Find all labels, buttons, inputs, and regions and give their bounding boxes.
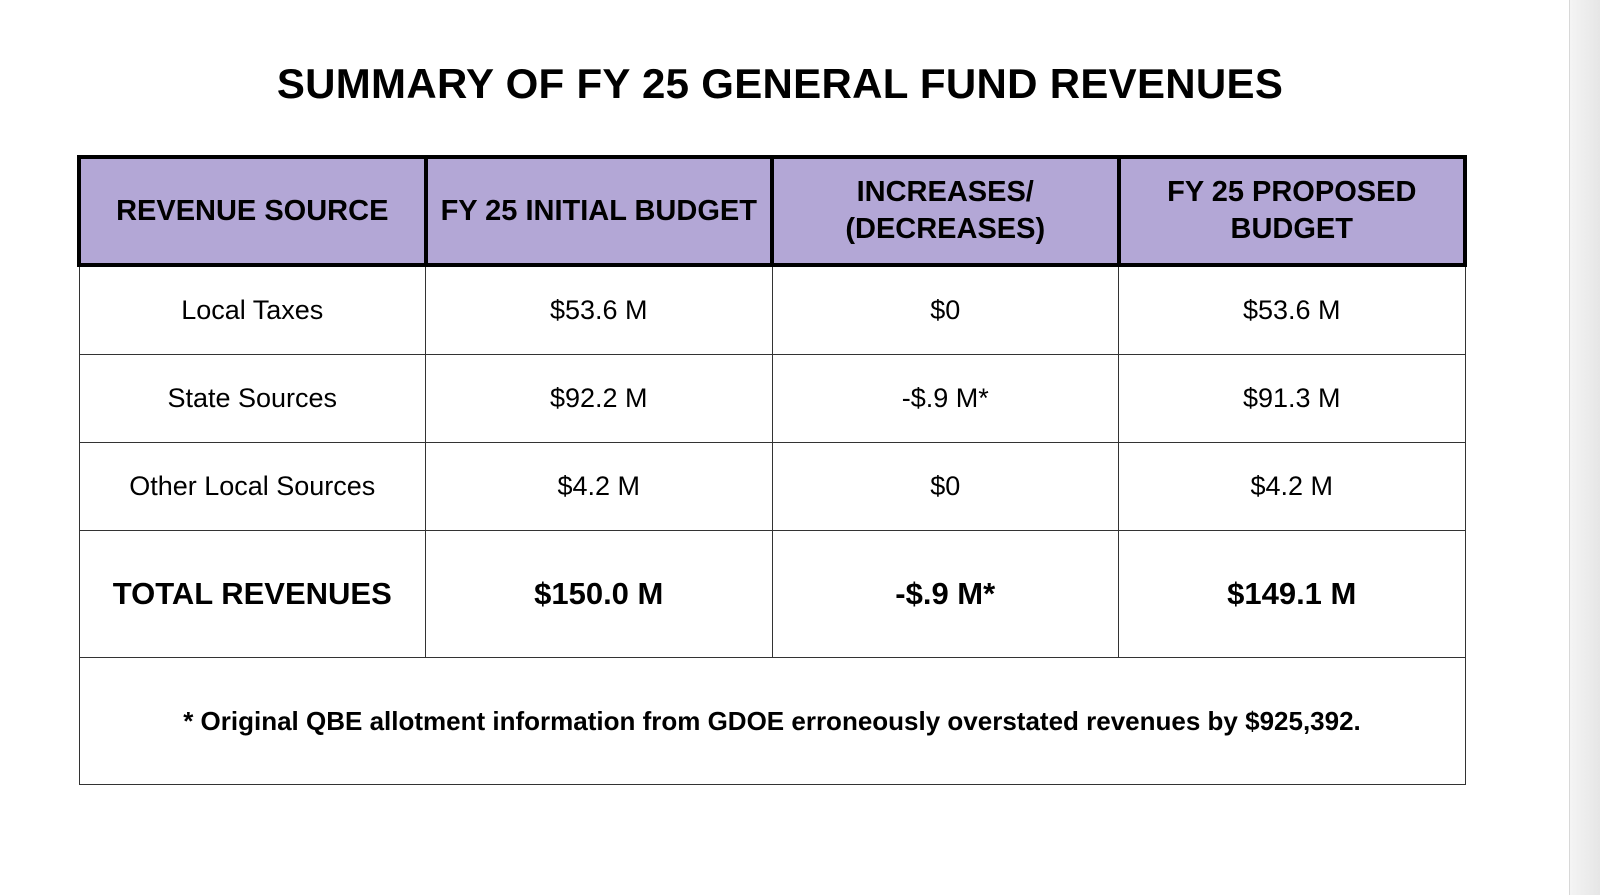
table-row: Local Taxes $53.6 M $0 $53.6 M [78, 264, 1466, 355]
header-proposed-budget: FY 25 PROPOSED BUDGET [1116, 155, 1467, 267]
footnote-row: * Original QBE allotment information fro… [78, 657, 1466, 785]
proposed-budget-cell: $91.3 M [1118, 354, 1466, 443]
total-row: TOTAL REVENUES $150.0 M -$.9 M* $149.1 M [78, 530, 1466, 658]
revenue-source-cell: Local Taxes [78, 264, 426, 355]
change-cell: -$.9 M* [771, 354, 1119, 443]
change-cell: $0 [771, 442, 1119, 531]
total-change-cell: -$.9 M* [771, 530, 1119, 658]
revenue-source-cell: State Sources [78, 354, 426, 443]
change-cell: $0 [771, 264, 1119, 355]
table-row: Other Local Sources $4.2 M $0 $4.2 M [78, 442, 1466, 531]
revenue-source-cell: Other Local Sources [78, 442, 426, 531]
total-proposed-budget-cell: $149.1 M [1118, 530, 1466, 658]
initial-budget-cell: $4.2 M [425, 442, 773, 531]
proposed-budget-cell: $53.6 M [1118, 264, 1466, 355]
footnote: * Original QBE allotment information fro… [78, 657, 1466, 785]
header-revenue-source: REVENUE SOURCE [77, 155, 428, 267]
header-initial-budget: FY 25 INITIAL BUDGET [423, 155, 774, 267]
initial-budget-cell: $92.2 M [425, 354, 773, 443]
total-initial-budget-cell: $150.0 M [425, 530, 773, 658]
table-header-row: REVENUE SOURCE FY 25 INITIAL BUDGET INCR… [77, 155, 1467, 267]
revenue-summary-table: REVENUE SOURCE FY 25 INITIAL BUDGET INCR… [77, 155, 1467, 785]
header-increases-decreases: INCREASES/ (DECREASES) [770, 155, 1121, 267]
initial-budget-cell: $53.6 M [425, 264, 773, 355]
total-label-cell: TOTAL REVENUES [78, 530, 426, 658]
table-row: State Sources $92.2 M -$.9 M* $91.3 M [78, 354, 1466, 443]
proposed-budget-cell: $4.2 M [1118, 442, 1466, 531]
slide-edge [1569, 0, 1600, 895]
page-title: SUMMARY OF FY 25 GENERAL FUND REVENUES [276, 60, 1284, 107]
